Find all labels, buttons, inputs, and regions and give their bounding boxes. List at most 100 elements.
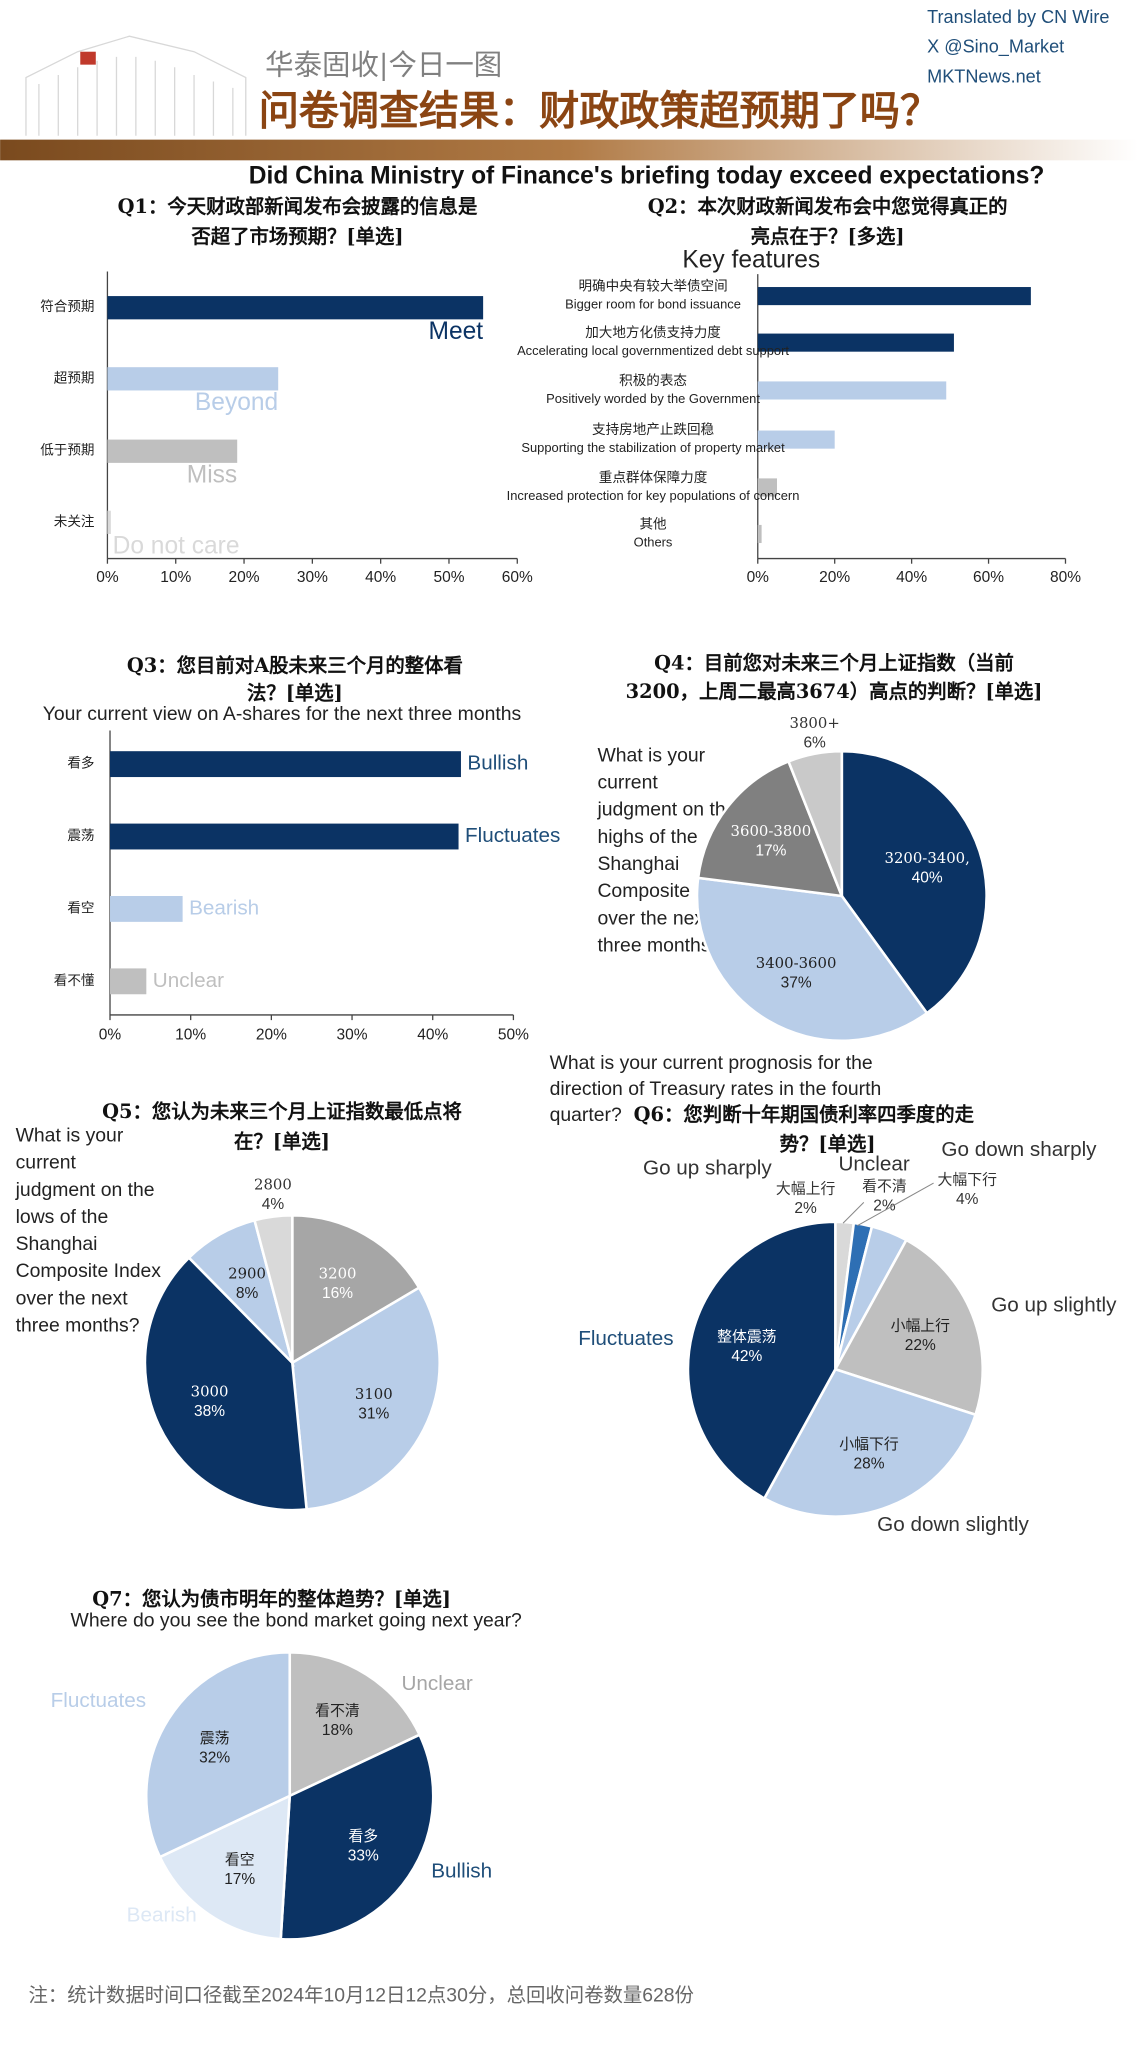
- slice-translation: Go up slightly: [991, 1293, 1117, 1316]
- x-tick-label: 40%: [417, 1027, 448, 1044]
- category-label: 支持房地产止跌回稳: [592, 422, 714, 438]
- slice-value-label: 37%: [781, 975, 812, 992]
- slice-value-label: 16%: [322, 1285, 353, 1302]
- category-translation: Others: [634, 534, 673, 549]
- bar: [757, 381, 947, 400]
- slice-label: 2900: [228, 1264, 266, 1282]
- bar: [110, 823, 459, 850]
- chart-subtitle: Where do you see the bond market going n…: [71, 1609, 523, 1631]
- leader-line: [842, 1202, 865, 1224]
- slice-translation: Go down sharply: [941, 1138, 1097, 1161]
- category-label: 其他: [639, 516, 667, 532]
- slice-translation: Unclear: [402, 1672, 473, 1695]
- slice-label: 3200: [319, 1264, 357, 1282]
- x-tick-label: 30%: [337, 1027, 368, 1044]
- x-tick-label: 60%: [973, 569, 1004, 586]
- bar-annotation: Fluctuates: [465, 824, 560, 847]
- x-tick-label: 80%: [1050, 569, 1081, 586]
- chart-title: Q6：您判断十年期国债利率四季度的走势？[单选]: [634, 1103, 975, 1156]
- pie-slice: [279, 1733, 435, 1941]
- category-translation: Positively worded by the Government: [546, 391, 760, 406]
- header-band: [0, 139, 1138, 161]
- slice-value-label: 4%: [262, 1196, 285, 1213]
- slice-value-label: 38%: [194, 1403, 225, 1420]
- category-label: 震荡: [67, 828, 94, 844]
- slice-value-label: 22%: [905, 1337, 936, 1354]
- category-label: 符合预期: [40, 299, 94, 315]
- slice-translation: Bullish: [431, 1860, 492, 1883]
- category-translation: Bigger room for bond issuance: [565, 297, 741, 312]
- bar-annotation: Bullish: [467, 752, 528, 775]
- pie-slice: [696, 759, 844, 898]
- bar-annotation: Miss: [187, 461, 237, 488]
- slice-translation: Fluctuates: [51, 1689, 146, 1712]
- slice-label: 3000: [191, 1382, 229, 1400]
- slice-value-label: 4%: [956, 1191, 979, 1208]
- x-tick-label: 10%: [160, 569, 191, 586]
- slice-label: 整体震荡: [717, 1327, 777, 1345]
- bar-annotation: Beyond: [195, 389, 278, 416]
- x-tick-label: 0%: [96, 569, 119, 586]
- category-label: 积极的表态: [619, 373, 687, 389]
- bar: [757, 478, 777, 497]
- pie-slice: [786, 749, 844, 897]
- bar: [757, 287, 1031, 306]
- bar: [107, 510, 111, 534]
- x-tick-label: 30%: [297, 569, 328, 586]
- bar: [110, 896, 183, 922]
- bar: [757, 333, 954, 352]
- x-tick-label: 20%: [819, 569, 850, 586]
- chart-title: Q5：您认为未来三个月上证指数最低点将在？[单选]: [102, 1100, 462, 1153]
- footer-note: 注：统计数据时间口径截至2024年10月12日12点30分，总回收问卷数量628…: [29, 1984, 694, 2006]
- slice-translation: Go up sharply: [643, 1156, 772, 1179]
- pie-slice: [840, 749, 988, 1015]
- slice-value-label: 42%: [731, 1348, 762, 1365]
- category-label: 超预期: [54, 370, 95, 386]
- category-translation: Supporting the stabilization of property…: [521, 440, 785, 455]
- pie-slice: [143, 1255, 309, 1512]
- slice-translation: Fluctuates: [578, 1327, 673, 1350]
- pie-slice: [686, 1220, 837, 1501]
- category-label: 看空: [67, 900, 94, 916]
- slice-label: 看空: [225, 1850, 255, 1868]
- category-label: 重点群体保障力度: [599, 470, 708, 486]
- bar: [110, 751, 461, 778]
- slice-translation: Bearish: [127, 1904, 197, 1927]
- chart-title: Q7：您认为债市明年的整体趋势？[单选]: [92, 1588, 451, 1611]
- category-translation: Increased protection for key populations…: [507, 488, 800, 503]
- header-building: [25, 35, 247, 136]
- chart-title: Q1：今天财政部新闻发布会披露的信息是否超了市场预期？[单选]: [118, 195, 478, 248]
- category-label: 看多: [67, 755, 94, 772]
- credit: Translated by CN Wire: [927, 7, 1109, 27]
- bar-annotation: Do not care: [113, 532, 240, 559]
- slice-label: 大幅下行: [937, 1170, 997, 1188]
- slice-translation: Unclear: [839, 1152, 910, 1175]
- bar: [757, 524, 762, 544]
- chart-title: Q2：本次财政新闻发布会中您觉得真正的亮点在于？[多选]: [648, 195, 1008, 248]
- bar-annotation: Meet: [429, 318, 484, 345]
- slice-value-label: 40%: [912, 870, 943, 887]
- chart-subtitle: Key features: [682, 247, 820, 274]
- slice-label: 小幅下行: [839, 1435, 899, 1453]
- header-title: 问卷调查结果：财政政策超预期了吗？: [259, 87, 940, 134]
- slice-value-label: 17%: [224, 1871, 255, 1888]
- x-tick-label: 0%: [747, 569, 770, 586]
- bar-annotation: Unclear: [153, 969, 224, 992]
- category-label: 未关注: [54, 514, 95, 530]
- pie-slice: [144, 1651, 292, 1859]
- pie-slice: [252, 1214, 294, 1364]
- slice-value-label: 8%: [236, 1285, 259, 1302]
- slice-label: 2800: [254, 1176, 292, 1194]
- slice-label: 3600-3800: [731, 822, 812, 840]
- x-tick-label: 10%: [175, 1027, 206, 1044]
- slice-value-label: 2%: [794, 1200, 817, 1217]
- slice-value-label: 2%: [873, 1197, 896, 1214]
- chart-title: Q3：您目前对A股未来三个月的整体看法？[单选]: [127, 654, 463, 704]
- bar: [107, 439, 238, 463]
- bar: [757, 430, 835, 449]
- main-question: Did China Ministry of Finance's briefing…: [249, 163, 1045, 190]
- leader-line: [857, 1182, 934, 1227]
- brand: 华泰固收|今日一图: [265, 49, 502, 82]
- category-translation: Accelerating local governmentized debt s…: [517, 343, 789, 358]
